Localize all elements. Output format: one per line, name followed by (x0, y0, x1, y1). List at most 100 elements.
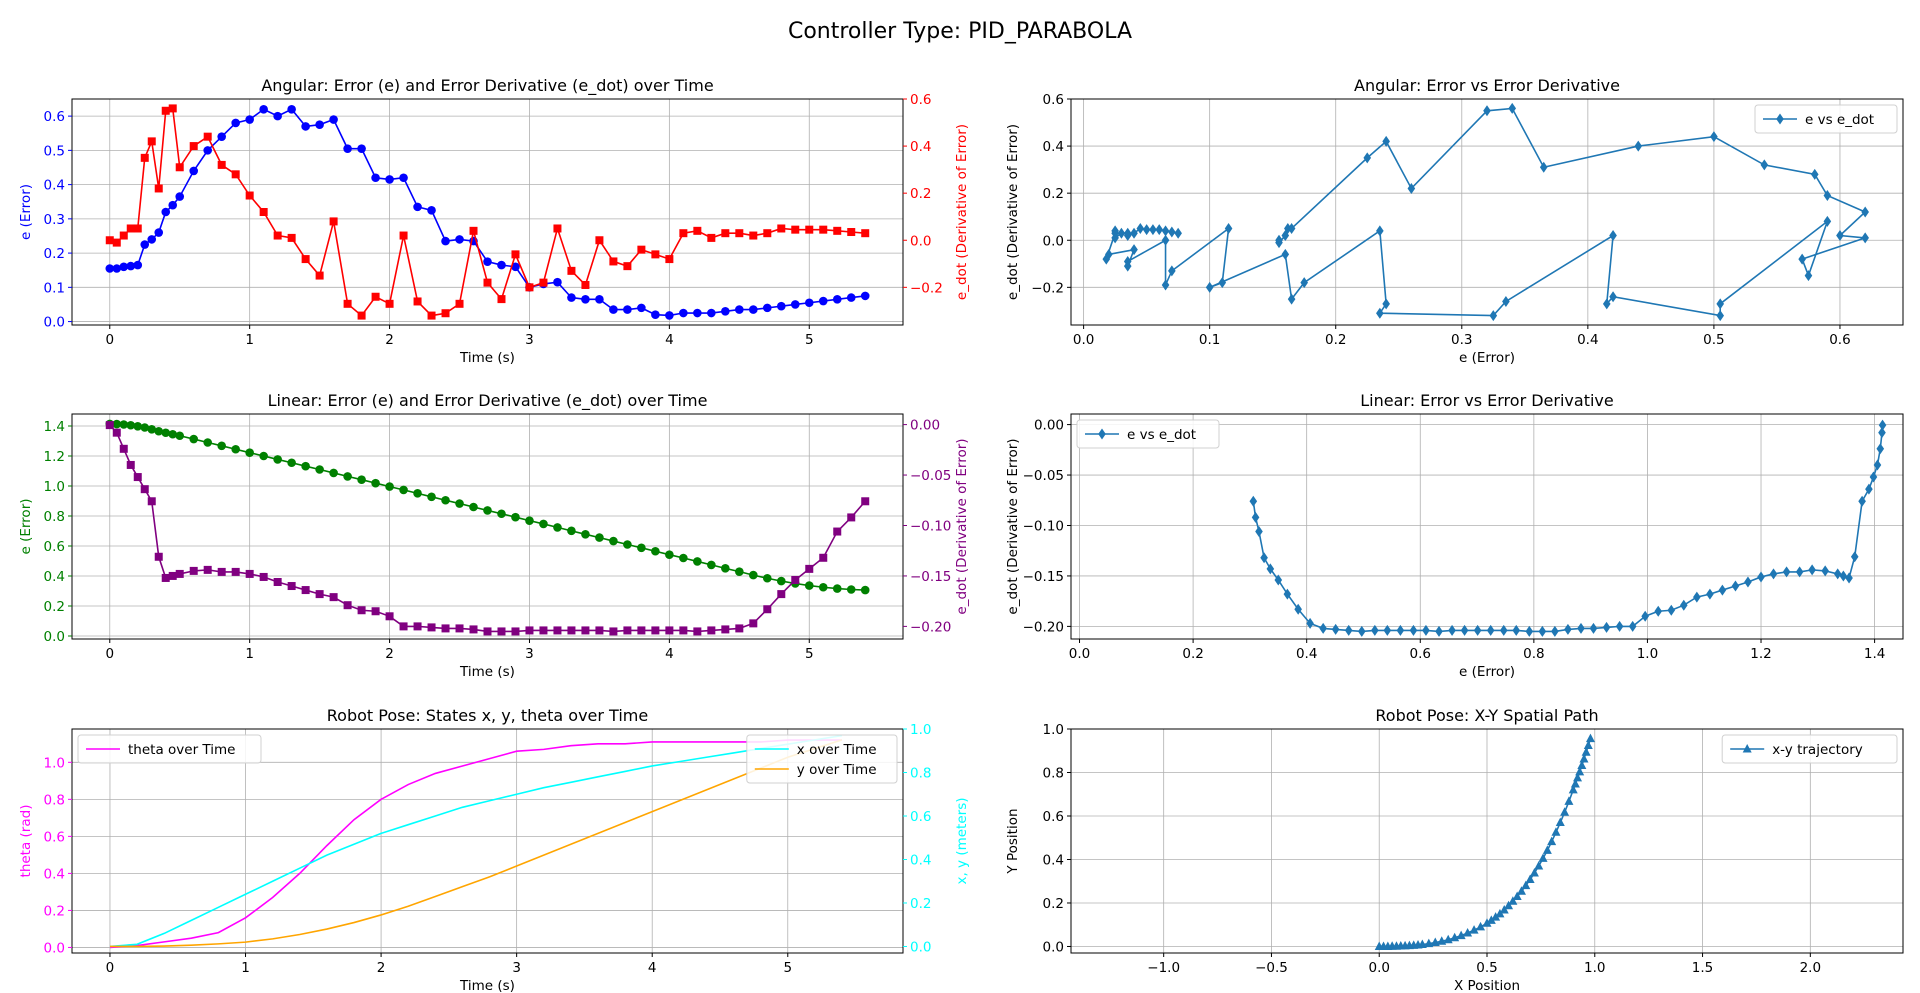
data-point (609, 305, 618, 314)
data-point (1504, 900, 1514, 910)
data-point (455, 624, 464, 633)
data-point (763, 229, 772, 238)
data-point (1117, 227, 1126, 239)
data-point (1861, 206, 1869, 218)
x-tick-label: 2 (385, 646, 394, 662)
data-point (315, 120, 324, 129)
data-point (175, 569, 184, 578)
data-point (623, 305, 632, 314)
y-tick-label: 1.0 (1043, 722, 1064, 738)
x-tick-label: 3 (525, 646, 534, 662)
data-point (721, 229, 730, 238)
y-tick-label: 0.4 (1043, 852, 1064, 868)
data-point (707, 308, 716, 318)
data-point (413, 297, 422, 306)
y-tick-label: 0.6 (1043, 809, 1064, 825)
data-point (301, 255, 310, 264)
data-point (245, 115, 254, 124)
y-tick-label: 0.6 (44, 539, 65, 555)
data-point (1602, 298, 1611, 310)
data-point (203, 132, 212, 141)
x-tick-label: 0.6 (1410, 646, 1431, 662)
y-tick-label: 0.6 (44, 829, 65, 845)
data-point (1306, 617, 1314, 629)
data-point (679, 553, 688, 563)
data-point (189, 142, 198, 151)
series-line (109, 734, 843, 948)
data-point (1357, 625, 1366, 637)
data-point (371, 292, 380, 301)
data-point (539, 519, 548, 529)
data-point (1609, 291, 1617, 303)
data-point (553, 277, 562, 287)
chart-5: 0 1 2 3 4 5 0.0 0.2 0.4 0.6 0.8 1.0 0.0 0.2 0.4 0.6 0.8 1… (18, 706, 970, 993)
y-tick-label: 0.00 (1034, 418, 1064, 434)
data-point (441, 495, 450, 505)
data-point (1417, 939, 1427, 949)
data-point (343, 472, 352, 481)
data-point (315, 271, 324, 280)
axes-frame (71, 413, 904, 640)
data-point (1424, 938, 1434, 948)
y-right-tick-label: 0.4 (910, 852, 931, 868)
y-tick-label: 1.0 (44, 479, 65, 495)
data-point (1850, 551, 1859, 563)
data-point (126, 420, 136, 430)
data-point (259, 104, 268, 114)
data-point (441, 624, 450, 633)
data-point (651, 626, 660, 635)
data-point (1858, 495, 1866, 507)
data-point (1716, 310, 1725, 322)
data-point (1551, 827, 1561, 836)
data-point (119, 444, 128, 453)
data-point (1836, 230, 1844, 242)
data-point (259, 451, 268, 461)
x-tick-label: 0.4 (1577, 332, 1598, 348)
y-right-tick-label: −0.10 (910, 518, 951, 534)
data-point (735, 229, 744, 238)
data-point (105, 236, 114, 245)
y-tick-label: 0.1 (44, 280, 65, 296)
data-point (147, 137, 156, 146)
data-point (1205, 281, 1214, 293)
data-point (140, 423, 150, 432)
data-point (1634, 140, 1643, 152)
y-tick-label: 0.4 (44, 866, 65, 882)
y-right-tick-label: −0.15 (910, 569, 951, 585)
data-point (1486, 624, 1495, 636)
y-tick-label: 0.3 (44, 212, 65, 228)
y-tick-label: 0.8 (1043, 765, 1064, 781)
data-point (832, 584, 842, 593)
data-point (133, 473, 142, 482)
data-point (1422, 624, 1430, 636)
x-tick-label: 0.5 (1476, 960, 1497, 976)
data-point (399, 485, 408, 495)
data-point (595, 295, 604, 304)
legend-label: x over Time (797, 742, 877, 758)
data-point (847, 513, 856, 522)
data-point (273, 577, 282, 586)
data-point (749, 305, 758, 314)
legend-label: theta over Time (128, 742, 235, 758)
y-tick-label: 0.5 (44, 143, 65, 159)
data-point (161, 106, 170, 115)
data-point (427, 492, 436, 502)
data-point (1602, 621, 1611, 633)
legend-label: x-y trajectory (1772, 742, 1863, 758)
data-point (357, 311, 366, 320)
y-tick-label: 0.0 (44, 629, 65, 645)
series-line (109, 739, 843, 948)
y-tick-label: 1.0 (44, 755, 65, 771)
x-tick-label: −1.0 (1147, 960, 1180, 976)
data-point (119, 262, 129, 272)
x-axis-label: e (Error) (1459, 664, 1515, 680)
y-right-tick-label: 0.00 (910, 418, 940, 434)
data-point (1555, 817, 1565, 827)
data-point (105, 421, 114, 430)
data-point (1575, 766, 1585, 776)
x-axis-label: e (Error) (1459, 350, 1515, 366)
y-tick-label: 0.4 (1043, 139, 1064, 155)
data-point (1782, 566, 1791, 578)
data-point (357, 144, 366, 153)
data-point (441, 236, 450, 246)
